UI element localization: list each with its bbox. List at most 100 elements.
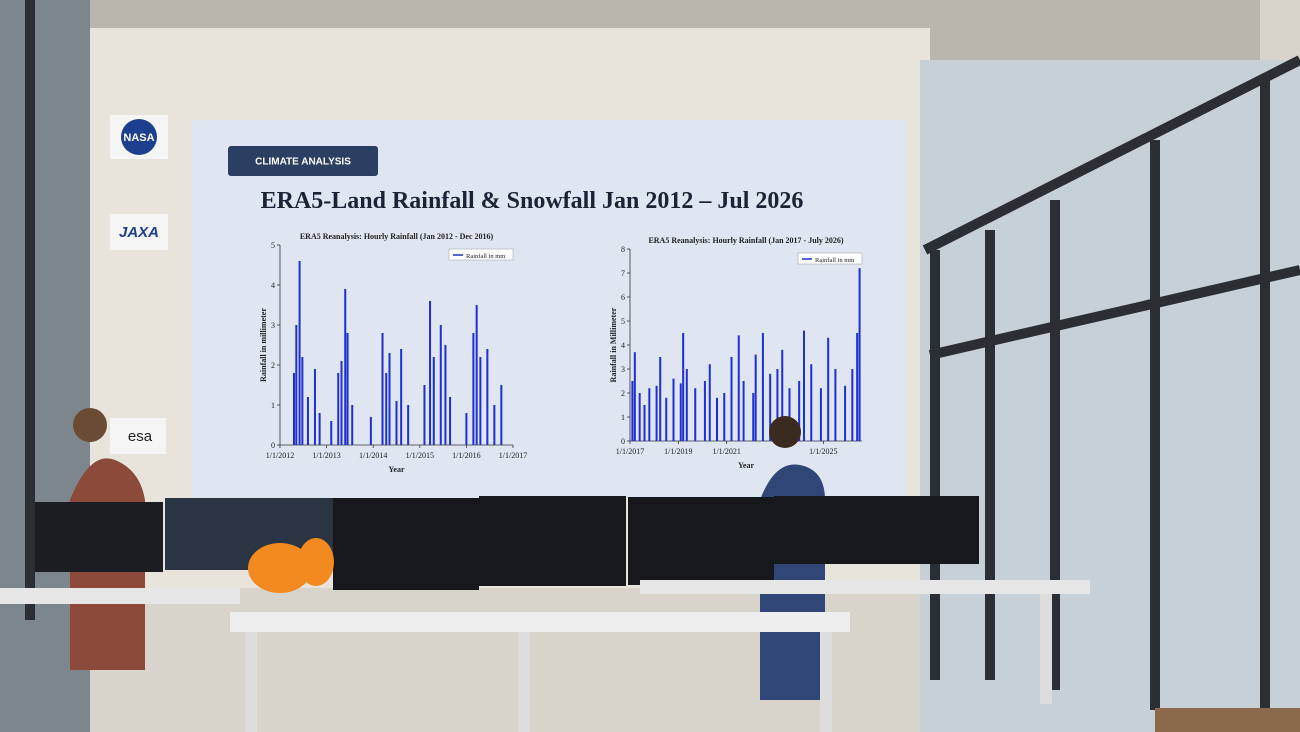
logo-text: JAXA bbox=[119, 224, 159, 241]
bar bbox=[295, 325, 298, 445]
legend-label: Rainfall in mm bbox=[815, 257, 854, 264]
y-tick-label: 6 bbox=[621, 293, 625, 302]
logo-text: esa bbox=[128, 428, 153, 445]
x-tick-label: 1/1/2016 bbox=[452, 451, 480, 460]
bar bbox=[385, 373, 388, 445]
bar bbox=[858, 268, 861, 441]
x-tick-label: 1/1/2021 bbox=[712, 447, 740, 456]
bar bbox=[486, 349, 489, 445]
bar bbox=[781, 349, 784, 441]
foreground bbox=[0, 408, 1300, 732]
bar bbox=[723, 393, 726, 441]
bar bbox=[381, 333, 384, 445]
y-tick-label: 7 bbox=[621, 269, 625, 278]
bar bbox=[444, 345, 447, 445]
bar bbox=[638, 393, 641, 441]
x-tick-label: 1/1/2019 bbox=[664, 447, 692, 456]
bar bbox=[761, 333, 764, 441]
bar bbox=[465, 413, 468, 445]
bar bbox=[475, 305, 478, 445]
bar bbox=[400, 349, 403, 445]
bar bbox=[395, 401, 398, 445]
logo-box bbox=[110, 214, 168, 250]
bar bbox=[672, 378, 675, 441]
x-axis-label: Year bbox=[389, 465, 405, 474]
y-tick-label: 3 bbox=[271, 321, 275, 330]
logo-text: NASA bbox=[123, 132, 154, 144]
badge bbox=[228, 146, 378, 176]
bar bbox=[313, 369, 316, 445]
bar bbox=[742, 381, 745, 441]
bar bbox=[659, 357, 662, 441]
bar bbox=[752, 393, 755, 441]
bar bbox=[682, 333, 685, 441]
bar bbox=[851, 369, 854, 441]
bar bbox=[407, 405, 410, 445]
y-tick-label: 1 bbox=[621, 413, 625, 422]
bar bbox=[318, 413, 321, 445]
bar bbox=[754, 354, 757, 441]
chart-title: ERA5 Reanalysis: Hourly Rainfall (Jan 20… bbox=[648, 236, 843, 245]
badge-text: CLIMATE ANALYSIS bbox=[255, 157, 351, 168]
bar bbox=[472, 333, 475, 445]
bar bbox=[493, 405, 496, 445]
bar bbox=[827, 337, 830, 441]
y-tick-label: 1 bbox=[271, 401, 275, 410]
screen bbox=[192, 120, 906, 498]
bar bbox=[648, 388, 651, 441]
bar bbox=[803, 330, 805, 441]
legend-box bbox=[797, 252, 863, 265]
bar bbox=[694, 388, 697, 441]
bar bbox=[346, 333, 349, 445]
y-tick-label: 3 bbox=[621, 365, 625, 374]
chart-title: ERA5 Reanalysis: Hourly Rainfall (Jan 20… bbox=[300, 232, 494, 241]
bar bbox=[737, 335, 740, 441]
bar bbox=[500, 385, 503, 445]
bar bbox=[679, 383, 682, 441]
bar bbox=[423, 385, 426, 445]
bar bbox=[631, 381, 634, 441]
y-tick-label: 5 bbox=[271, 241, 275, 250]
bar bbox=[655, 385, 658, 441]
legend-label: Rainfall in mm bbox=[466, 253, 505, 260]
y-tick-label: 4 bbox=[621, 341, 625, 350]
bar bbox=[665, 397, 668, 441]
screen-title: ERA5-Land Rainfall & Snowfall Jan 2012 –… bbox=[261, 188, 804, 214]
nasa-logo bbox=[121, 119, 157, 155]
bar bbox=[834, 369, 837, 441]
y-tick-label: 8 bbox=[621, 245, 625, 254]
bar bbox=[708, 364, 711, 441]
bar bbox=[388, 353, 391, 445]
bar bbox=[351, 405, 354, 445]
window-frames bbox=[25, 0, 1300, 720]
x-tick-label: 1/1/2012 bbox=[266, 451, 294, 460]
bar bbox=[306, 397, 309, 445]
bar bbox=[819, 388, 822, 441]
y-tick-label: 2 bbox=[621, 389, 625, 398]
x-tick-label: 1/1/2015 bbox=[406, 451, 434, 460]
bar bbox=[810, 364, 813, 441]
bar bbox=[449, 397, 452, 445]
bar bbox=[776, 369, 779, 441]
bar bbox=[716, 397, 718, 441]
y-tick-label: 4 bbox=[271, 281, 275, 290]
y-tick-label: 0 bbox=[621, 437, 625, 446]
bar bbox=[340, 361, 343, 445]
x-tick-label: 1/1/2017 bbox=[616, 447, 644, 456]
bar bbox=[292, 373, 295, 445]
x-axis-label: Year bbox=[738, 461, 754, 470]
bar bbox=[856, 333, 859, 441]
bar bbox=[330, 421, 333, 445]
logo-box bbox=[110, 418, 166, 454]
bar bbox=[439, 325, 442, 445]
y-tick-label: 2 bbox=[271, 361, 275, 370]
x-tick-label: 1/1/2025 bbox=[809, 447, 837, 456]
bar bbox=[769, 373, 772, 441]
bar bbox=[429, 301, 432, 445]
bar bbox=[432, 357, 435, 445]
y-axis-label: Rainfall in Millimeter bbox=[609, 307, 618, 382]
bar bbox=[369, 417, 372, 445]
x-tick-label: 1/1/2014 bbox=[359, 451, 387, 460]
legend-box bbox=[448, 248, 514, 261]
